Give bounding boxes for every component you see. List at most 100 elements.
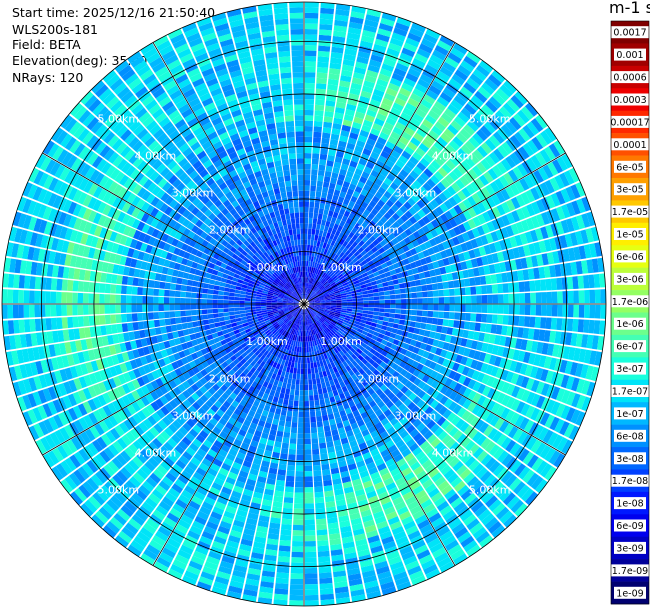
ppi-cell xyxy=(330,297,336,300)
ppi-cell xyxy=(357,181,365,189)
ppi-cell xyxy=(310,190,316,197)
ppi-cell xyxy=(447,493,460,505)
ppi-cell xyxy=(449,380,458,390)
ppi-cell xyxy=(501,141,513,155)
ppi-cell xyxy=(351,155,360,163)
ppi-cell xyxy=(99,315,106,325)
ppi-cell xyxy=(332,194,339,202)
ppi-cell xyxy=(334,206,341,214)
ppi-cell xyxy=(488,521,502,534)
ppi-cell xyxy=(457,407,467,418)
ppi-cell xyxy=(400,377,409,386)
ppi-cell xyxy=(390,257,398,265)
ppi-cell xyxy=(224,319,231,325)
ppi-cell xyxy=(486,254,494,265)
ppi-cell xyxy=(448,228,457,238)
ppi-cell xyxy=(387,337,395,344)
ppi-cell xyxy=(436,500,450,512)
ppi-cell xyxy=(463,514,477,526)
ppi-cell xyxy=(228,311,235,316)
ppi-cell xyxy=(340,268,346,274)
ppi-cell xyxy=(335,9,350,17)
ppi-cell xyxy=(120,304,127,313)
ppi-cell xyxy=(323,116,333,123)
ppi-cell xyxy=(336,249,342,256)
ppi-cell xyxy=(421,234,429,243)
ppi-cell xyxy=(369,348,377,355)
ppi-cell xyxy=(289,438,297,444)
ppi-cell xyxy=(550,317,558,330)
ppi-cell xyxy=(497,283,504,294)
ppi-cell xyxy=(176,323,183,331)
ppi-cell xyxy=(380,417,390,426)
ppi-cell xyxy=(337,225,343,232)
ppi-cell xyxy=(314,316,319,321)
ppi-cell xyxy=(304,109,314,116)
ppi-cell xyxy=(378,291,385,296)
ppi-cell xyxy=(285,415,292,422)
ppi-cell xyxy=(475,64,490,78)
ppi-cell xyxy=(430,389,440,399)
ppi-cell xyxy=(414,354,423,363)
ppi-cell xyxy=(383,58,396,68)
ppi-cell xyxy=(77,316,84,327)
ppi-cell xyxy=(384,220,392,228)
ppi-cell xyxy=(420,498,433,510)
ppi-cell xyxy=(287,465,295,471)
ppi-cell xyxy=(423,94,436,105)
ppi-cell xyxy=(384,228,392,236)
ppi-cell xyxy=(378,312,385,317)
ppi-cell xyxy=(453,382,463,393)
ppi-cell xyxy=(347,224,354,232)
ppi-cell xyxy=(381,126,392,136)
ppi-cell xyxy=(477,86,491,99)
ppi-cell xyxy=(381,12,397,22)
ppi-cell xyxy=(331,228,337,235)
ppi-cell xyxy=(428,409,438,420)
ppi-cell xyxy=(526,157,538,172)
ppi-cell xyxy=(312,378,317,385)
ppi-cell xyxy=(421,459,433,470)
ppi-cell xyxy=(164,311,170,319)
ppi-cell xyxy=(412,88,425,99)
ppi-cell xyxy=(407,476,418,486)
ppi-cell xyxy=(376,462,387,472)
ppi-cell xyxy=(554,331,562,344)
ppi-cell xyxy=(346,170,354,178)
ppi-cell xyxy=(324,397,331,405)
ppi-cell xyxy=(322,186,329,194)
ppi-cell xyxy=(370,471,381,480)
ppi-cell xyxy=(341,304,348,307)
ppi-cell xyxy=(286,383,292,390)
ppi-cell xyxy=(323,341,329,348)
ppi-cell xyxy=(342,340,348,346)
ppi-cell xyxy=(354,222,361,230)
ppi-cell xyxy=(453,151,464,163)
ppi-cell xyxy=(489,181,500,193)
ppi-cell xyxy=(319,588,334,595)
ppi-cell xyxy=(470,258,478,268)
ppi-cell xyxy=(363,327,370,333)
ppi-cell xyxy=(389,195,398,204)
ppi-cell xyxy=(348,238,355,246)
ppi-cell xyxy=(524,231,533,244)
ppi-cell xyxy=(334,333,340,339)
ppi-cell xyxy=(363,24,378,33)
ppi-cell xyxy=(349,132,359,140)
ppi-cell xyxy=(401,299,407,304)
ppi-cell xyxy=(491,481,504,495)
ppi-cell xyxy=(425,256,433,264)
ppi-cell xyxy=(560,374,570,389)
ppi-cell xyxy=(308,283,311,289)
ppi-cell xyxy=(401,131,413,141)
ppi-cell xyxy=(522,451,535,465)
ppi-cell xyxy=(378,491,389,501)
ppi-cell xyxy=(411,310,418,316)
ppi-cell xyxy=(439,375,448,385)
ppi-cell xyxy=(338,317,345,322)
ppi-cell xyxy=(465,295,472,304)
ppi-cell xyxy=(561,204,571,219)
ppi-cell xyxy=(576,378,586,394)
ppi-cell xyxy=(336,179,344,186)
ppi-cell xyxy=(234,311,241,315)
